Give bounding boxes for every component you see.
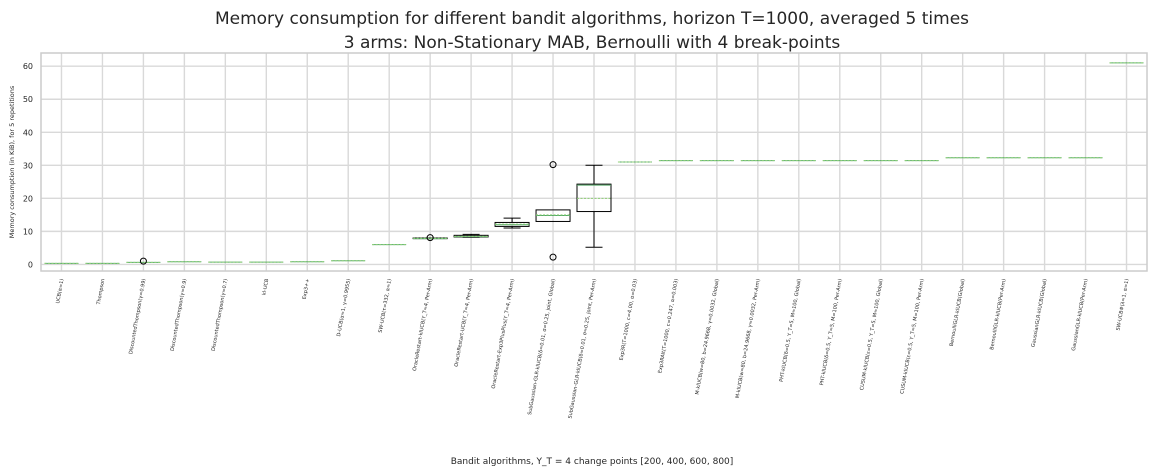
boxes xyxy=(44,62,1144,265)
x-tick-label: SubGaussian-GLR-klUCB(δ=0.01, σ=0.25, jo… xyxy=(567,278,598,419)
x-tick-label: PHT-klUCB(δ=0.5, Υ_T=5, M=100, Global) xyxy=(779,278,803,382)
chart-title-line2: 3 arms: Non-Stationary MAB, Bernoulli wi… xyxy=(344,33,841,53)
x-tick-label: Exp3R(T=1000, c=4.00, α=0.03) xyxy=(619,278,639,361)
outlier-point xyxy=(549,161,557,169)
outlier-point xyxy=(139,257,147,265)
x-tick-label: SW-UCB(τ=332, α=1) xyxy=(378,278,393,333)
chart-title-line1: Memory consumption for different bandit … xyxy=(215,9,969,29)
box-group xyxy=(494,217,530,229)
box-group xyxy=(126,257,161,265)
plot-frame xyxy=(40,52,1148,272)
x-tick-label: DiscountedThompson(γ=0.9) xyxy=(170,278,189,351)
x-tick-label: BernoulliGLR-klUCB(Global) xyxy=(949,278,967,347)
x-tick-label: Exp3RAlt(T=1000, c=0.247, α=0.003) xyxy=(657,278,680,373)
x-tick-label: Exp3++ xyxy=(302,278,312,300)
x-tick-label: M-klUCB(w=80, b=24.9668, γ=0.0032, Per-A… xyxy=(735,278,762,399)
y-tick-label: 50 xyxy=(23,95,33,104)
grid xyxy=(41,53,1147,271)
x-axis-label: Bandit algorithms, Υ_T = 4 change points… xyxy=(451,457,734,467)
y-tick-label: 60 xyxy=(23,62,33,71)
x-tick-label: CUSUM-klUCB(ε=0.5, Υ_T=5, M=100, Global) xyxy=(859,278,885,391)
x-tick-label: OracleRestart-UCB(Υ_T=4, Per-Arm) xyxy=(454,278,475,367)
x-tick-label: M-klUCB(w=80, b=24.9668, γ=0.0032, Globa… xyxy=(695,278,721,395)
y-ticks: 0 10 20 30 40 50 60 xyxy=(23,62,33,269)
x-tick-label: SubGaussian-GLR-klUCB(δ=0.01, σ=0.25, jo… xyxy=(527,278,557,415)
box-group xyxy=(535,161,571,261)
box-group xyxy=(576,164,612,248)
x-ticks: UCB(α=1) Thompson DiscountedThompson(γ=0.9… xyxy=(55,278,1130,419)
box-group xyxy=(453,233,489,238)
y-tick-label: 10 xyxy=(23,227,33,236)
outlier-point xyxy=(549,253,557,261)
y-tick-label: 20 xyxy=(23,194,33,203)
x-tick-label: OracleRestart-klUCB(Υ_T=4, Per-Arm) xyxy=(412,278,434,371)
x-tick-label: kl-UCB xyxy=(261,278,270,296)
outlier-point xyxy=(426,234,434,242)
x-tick-label: BernoulliGLR-klUCB(Per-Arm) xyxy=(989,278,1007,350)
y-tick-label: 0 xyxy=(28,260,33,269)
box-group xyxy=(412,234,448,242)
x-tick-label: PHT-klUCB(δ=0.5, Υ_T=5, M=100, Per-Arm) xyxy=(819,278,844,386)
x-tick-label: SW-UCB#(λ=1, α=1) xyxy=(1115,278,1130,331)
x-tick-label: OracleRestart-Exp3PlusPlus(Υ_T=4, Per-Ar… xyxy=(491,278,516,389)
x-tick-label: D-UCB(α=1, γ=0.9955) xyxy=(336,278,352,337)
y-axis-label: Memory consumption (in KiB), for 5 repet… xyxy=(8,85,16,238)
x-tick-label: DiscountedThompson(γ=0.7) xyxy=(211,278,230,351)
x-tick-label: GaussianGLR-klUCB(Global) xyxy=(1031,278,1049,347)
y-tick-label: 30 xyxy=(23,161,33,170)
x-tick-label: UCB(α=1) xyxy=(55,278,65,304)
x-tick-label: Thompson xyxy=(96,278,107,306)
x-tick-label: DiscountedThompson(γ=0.99) xyxy=(128,278,147,354)
y-tick-label: 40 xyxy=(23,128,33,137)
x-tick-label: CUSUM-klUCB(ε=0.5, Υ_T=5, M=100, Per-Arm… xyxy=(899,278,925,394)
x-tick-label: GaussianGLR-klUCB(Per-Arm) xyxy=(1071,278,1090,351)
